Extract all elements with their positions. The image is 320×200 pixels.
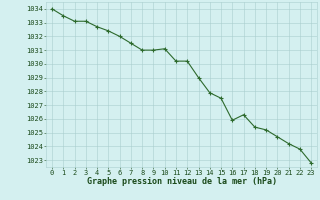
X-axis label: Graphe pression niveau de la mer (hPa): Graphe pression niveau de la mer (hPa) xyxy=(87,177,276,186)
